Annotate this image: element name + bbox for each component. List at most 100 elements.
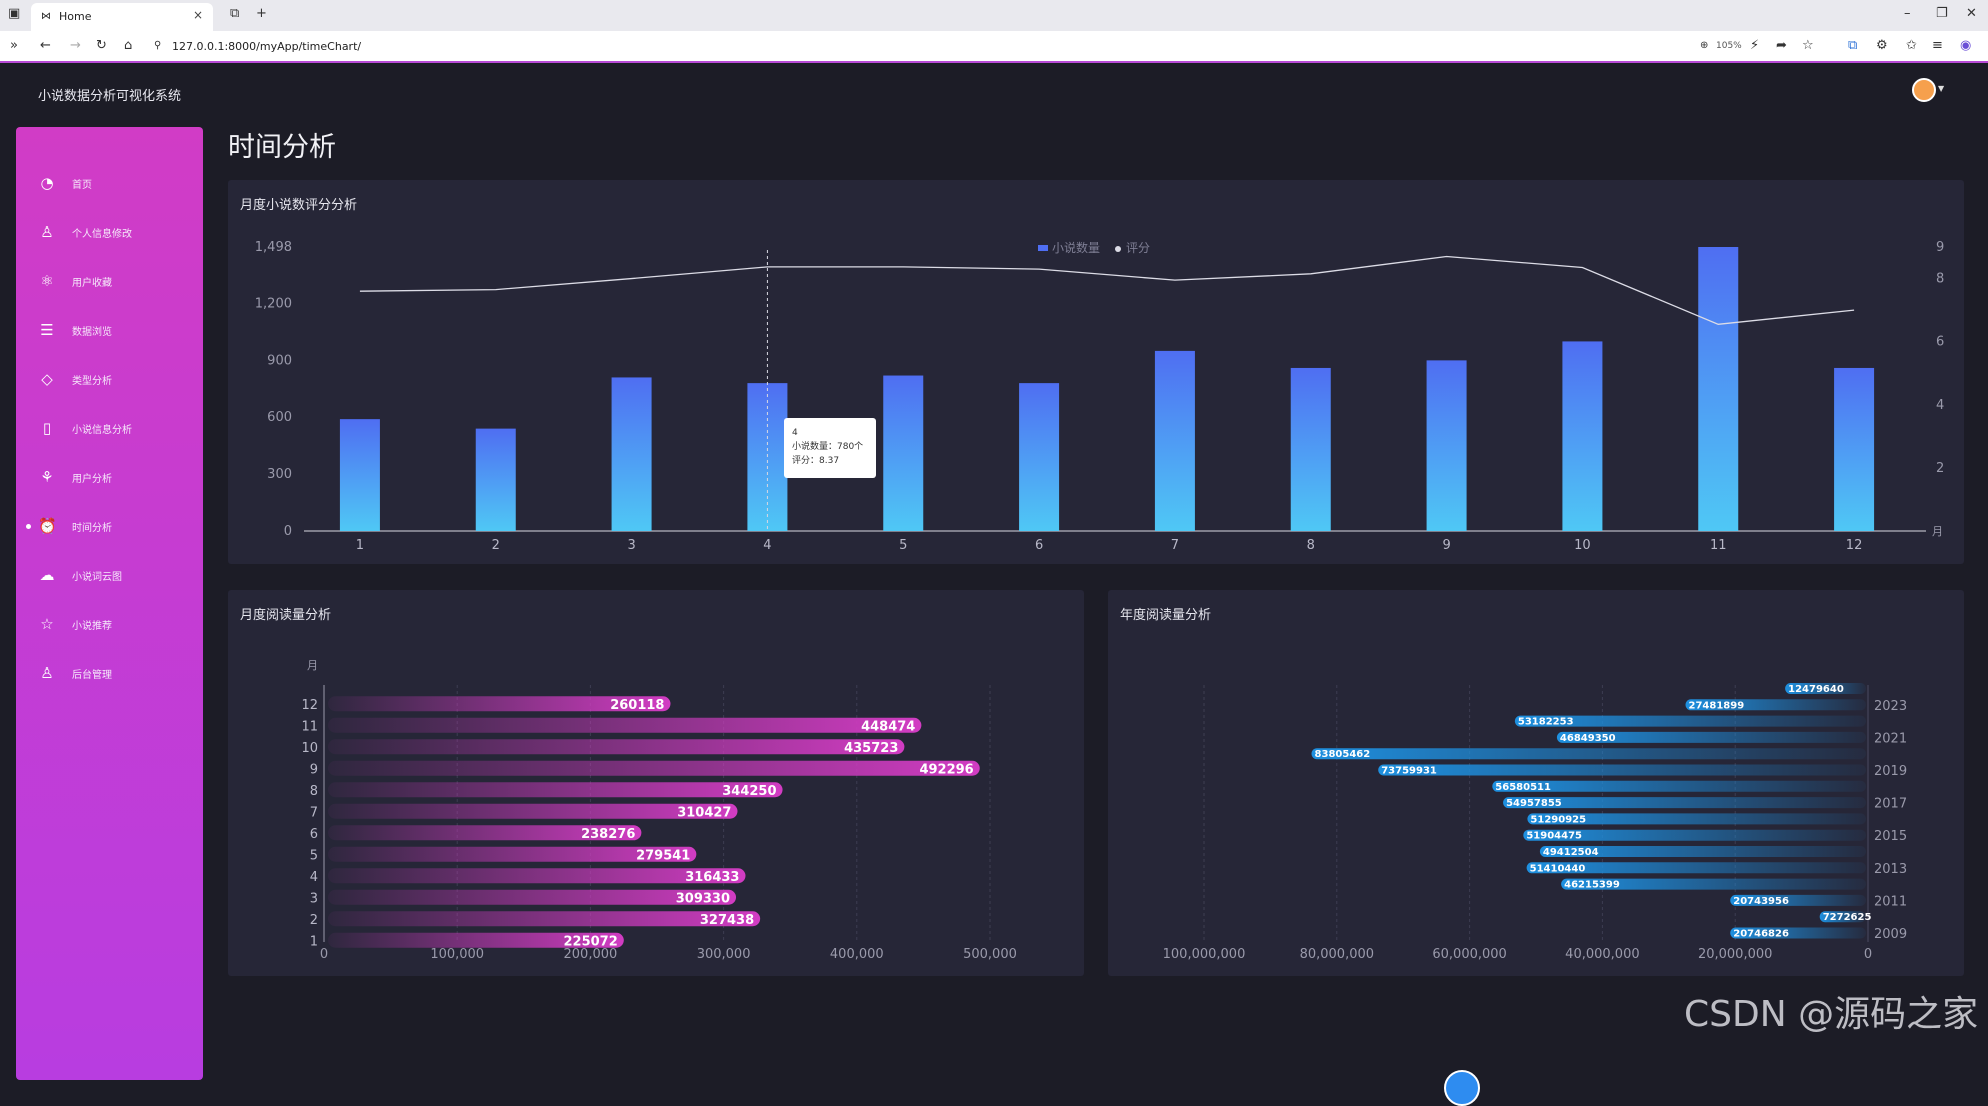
y-tick-label: 8 [310, 784, 318, 799]
y-tick-label: 600 [267, 410, 292, 425]
data-label: 54957855 [1506, 798, 1562, 809]
bar [328, 911, 761, 927]
browser-tab[interactable]: ⋈ Home × [31, 3, 213, 31]
sidebar-item-recommend[interactable]: ☆ 小说推荐 [16, 605, 203, 645]
x-tick-label: 100,000,000 [1163, 947, 1246, 962]
sidebar-item-wordcloud[interactable]: ☁ 小说词云图 [16, 556, 203, 596]
x-tick-label: 1 [356, 538, 364, 553]
sidebar-item-home[interactable]: ◔ 首页 [16, 164, 203, 204]
x-tick-label: 7 [1171, 538, 1179, 553]
sidebar-toggle-icon[interactable]: ▣ [8, 6, 21, 21]
y-tick-label: 1,498 [255, 240, 292, 255]
profile-icon[interactable]: ◉ [1960, 38, 1972, 53]
data-label: 49412504 [1543, 847, 1599, 858]
new-tab-icon[interactable]: + [256, 6, 267, 21]
share-icon[interactable]: ➦ [1776, 38, 1787, 53]
x-tick-label: 300,000 [697, 947, 751, 962]
forward-icon[interactable]: → [70, 38, 81, 53]
y-tick-label: 3 [310, 891, 318, 906]
minimize-icon[interactable]: – [1904, 6, 1911, 21]
sidebar-item-profile[interactable]: ♙ 个人信息修改 [16, 213, 203, 253]
sidebar-item-favorites[interactable]: ⚛ 用户收藏 [16, 262, 203, 302]
y-tick-label: 300 [267, 467, 292, 482]
sidebar-item-browse[interactable]: ☰ 数据浏览 [16, 311, 203, 351]
favorites-icon[interactable]: ✩ [1906, 38, 1917, 53]
bar [1785, 683, 1866, 694]
menu-icon[interactable]: ≡ [1932, 38, 1943, 53]
data-label: 56580511 [1495, 782, 1551, 793]
bar [1426, 360, 1467, 531]
sidebar-item-label: 首页 [72, 180, 92, 191]
watermark: CSDN @源码之家 [1684, 994, 1979, 1035]
y-tick-label: 2 [310, 913, 318, 928]
x-tick-label: 60,000,000 [1432, 947, 1506, 962]
zoom-level[interactable]: 105% [1716, 41, 1742, 51]
reload-icon[interactable]: ↻ [96, 38, 107, 53]
data-label: 46849350 [1560, 733, 1616, 744]
chevron-down-icon[interactable]: ▼ [1938, 84, 1945, 93]
bar [1514, 715, 1866, 727]
data-label: 344250 [722, 784, 776, 799]
dashboard-icon: ◔ [40, 174, 54, 192]
x-tick-label: 40,000,000 [1565, 947, 1639, 962]
user-avatar[interactable] [1912, 78, 1936, 102]
data-label: 279541 [636, 848, 690, 863]
site-info-icon[interactable]: ⚲ [154, 40, 162, 51]
back-icon[interactable]: ← [40, 38, 51, 53]
bar [1561, 878, 1866, 890]
legend-label: 小说数量 [1052, 240, 1100, 255]
zoom-icon[interactable]: ⊕ [1700, 40, 1709, 51]
bar [328, 717, 922, 733]
data-label: 51290925 [1530, 814, 1586, 825]
x-tick-label: 100,000 [430, 947, 484, 962]
x-tick-label: 5 [899, 538, 907, 553]
bar [883, 375, 924, 531]
extensions-icon[interactable]: ⚙ [1876, 38, 1888, 53]
x-tick-label: 12 [1846, 538, 1863, 553]
sidebar-item-label: 时间分析 [72, 523, 112, 534]
y-tick-label: 2011 [1874, 894, 1907, 909]
home-icon[interactable]: ⌂ [124, 38, 133, 53]
x-tick-label: 200,000 [564, 947, 618, 962]
page-title: 时间分析 [228, 132, 336, 163]
data-label: 316433 [685, 870, 739, 885]
window-close-icon[interactable]: ✕ [1966, 6, 1977, 21]
sidebar-item-label: 类型分析 [72, 376, 112, 387]
list-icon: ☰ [40, 321, 54, 339]
bookmark-star-icon[interactable]: ☆ [1802, 38, 1814, 53]
x-tick-label: 500,000 [963, 947, 1017, 962]
data-label: 225072 [564, 934, 618, 949]
scroll-top-button[interactable] [1444, 1070, 1480, 1106]
translate-icon[interactable]: ⧉ [1848, 38, 1858, 53]
expand-icon[interactable]: » [10, 38, 18, 53]
y-tick-label: 4 [310, 870, 318, 885]
url-input[interactable]: 127.0.0.1:8000/myApp/timeChart/ [172, 40, 362, 53]
sidebar-item-admin[interactable]: ♙ 后台管理 [16, 654, 203, 694]
yearly-reads-panel: 年度阅读量分析 100,000,000 80,000,000 60,000,000 4… [1108, 590, 1964, 976]
bar [339, 419, 380, 531]
panel-title: 月度阅读量分析 [240, 608, 332, 623]
bolt-icon[interactable]: ⚡ [1750, 38, 1760, 53]
legend-swatch-rating [1115, 246, 1121, 252]
y2-tick-label: 8 [1936, 272, 1944, 287]
sidebar-item-label: 数据浏览 [72, 327, 112, 338]
y-tick-label: 1,200 [255, 296, 292, 311]
x-tick-label: 11 [1710, 538, 1727, 553]
sidebar-item-novel-analysis[interactable]: ▯ 小说信息分析 [16, 409, 203, 449]
yearly-reads-chart[interactable]: 100,000,000 80,000,000 60,000,000 40,000,00… [1108, 590, 1964, 976]
sidebar-item-type-analysis[interactable]: ◇ 类型分析 [16, 360, 203, 400]
cloud-upload-icon: ☁ [39, 566, 55, 584]
tab-actions-icon[interactable]: ⧉ [230, 6, 240, 21]
bar [1290, 367, 1331, 531]
y-axis-label: 月 [307, 659, 318, 672]
sidebar-item-user-analysis[interactable]: ⚘ 用户分析 [16, 458, 203, 498]
restore-icon[interactable]: ❐ [1936, 6, 1948, 21]
y-tick-label: 2021 [1874, 731, 1907, 746]
address-bar: » ← → ↻ ⌂ ⚲ 127.0.0.1:8000/myApp/timeCha… [0, 31, 1988, 63]
y-tick-label: 5 [310, 848, 318, 863]
monthly-rating-panel: 月度小说数评分分析 0 300 600 900 1,200 1,498 2 4 6 8 9 月 1 2 3 4… [228, 180, 1964, 564]
sidebar-item-time-analysis[interactable]: ⏰ 时间分析 [16, 507, 203, 547]
tab-close-icon[interactable]: × [192, 8, 203, 22]
